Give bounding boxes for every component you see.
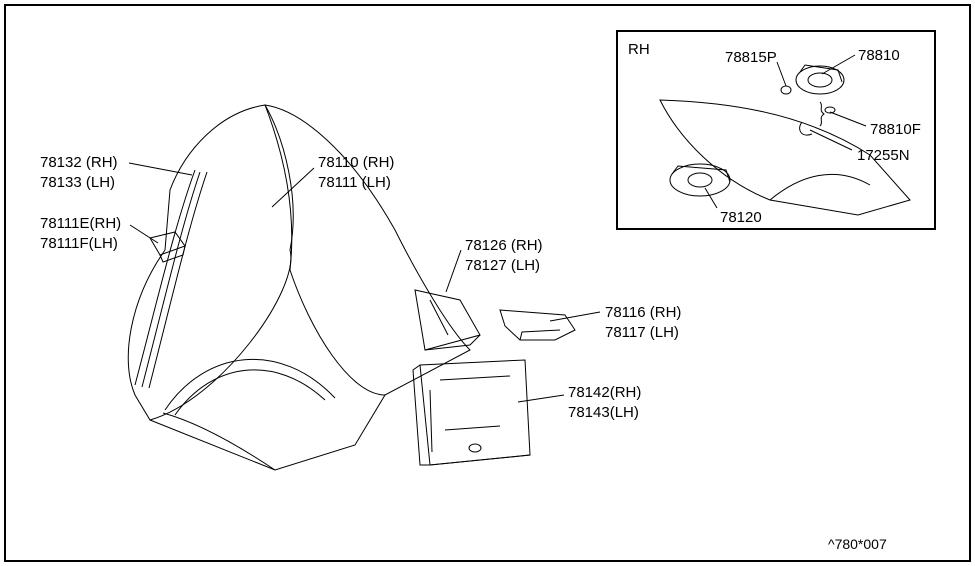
- diagram-lineart: [0, 0, 975, 566]
- part-drip: [135, 170, 207, 388]
- inset-spring: [820, 102, 835, 126]
- part-extension: [500, 310, 575, 340]
- part-bracket-a: [150, 232, 185, 262]
- part-fender: [128, 105, 470, 470]
- inset-fuel-lid: [796, 65, 844, 94]
- part-closing: [413, 360, 530, 465]
- inset-fender: [660, 100, 910, 215]
- inset-base: [670, 164, 730, 196]
- inset-bumper: [781, 86, 791, 94]
- part-corner: [415, 290, 480, 350]
